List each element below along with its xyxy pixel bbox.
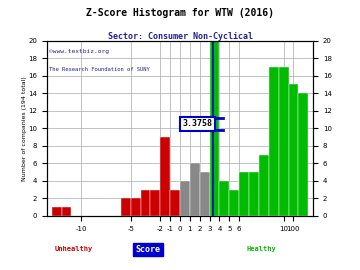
Text: 3.3758: 3.3758 (183, 119, 213, 128)
Bar (170, 190, 180, 216)
Bar (52, 207, 62, 216)
Bar (269, 67, 279, 216)
Bar (62, 207, 72, 216)
Text: Sector: Consumer Non-Cyclical: Sector: Consumer Non-Cyclical (108, 32, 252, 41)
Bar (249, 172, 259, 216)
Bar (180, 181, 190, 216)
Bar (150, 190, 160, 216)
Bar (220, 181, 229, 216)
Text: Score: Score (135, 245, 161, 254)
Bar (121, 198, 131, 216)
Bar (259, 154, 269, 216)
Bar (160, 137, 170, 216)
Bar (131, 198, 140, 216)
Bar (210, 40, 220, 216)
Bar (239, 172, 249, 216)
Bar (288, 84, 298, 216)
Bar (298, 93, 308, 216)
Text: Unhealthy: Unhealthy (55, 246, 93, 252)
Bar (140, 190, 150, 216)
Text: The Research Foundation of SUNY: The Research Foundation of SUNY (49, 67, 150, 72)
Bar (279, 67, 288, 216)
Text: ©www.textbiz.org: ©www.textbiz.org (49, 49, 109, 54)
Y-axis label: Number of companies (194 total): Number of companies (194 total) (22, 76, 27, 181)
Bar (190, 163, 200, 216)
Bar (229, 190, 239, 216)
Text: Healthy: Healthy (247, 246, 276, 252)
Text: Z-Score Histogram for WTW (2016): Z-Score Histogram for WTW (2016) (86, 8, 274, 18)
Bar (200, 172, 210, 216)
